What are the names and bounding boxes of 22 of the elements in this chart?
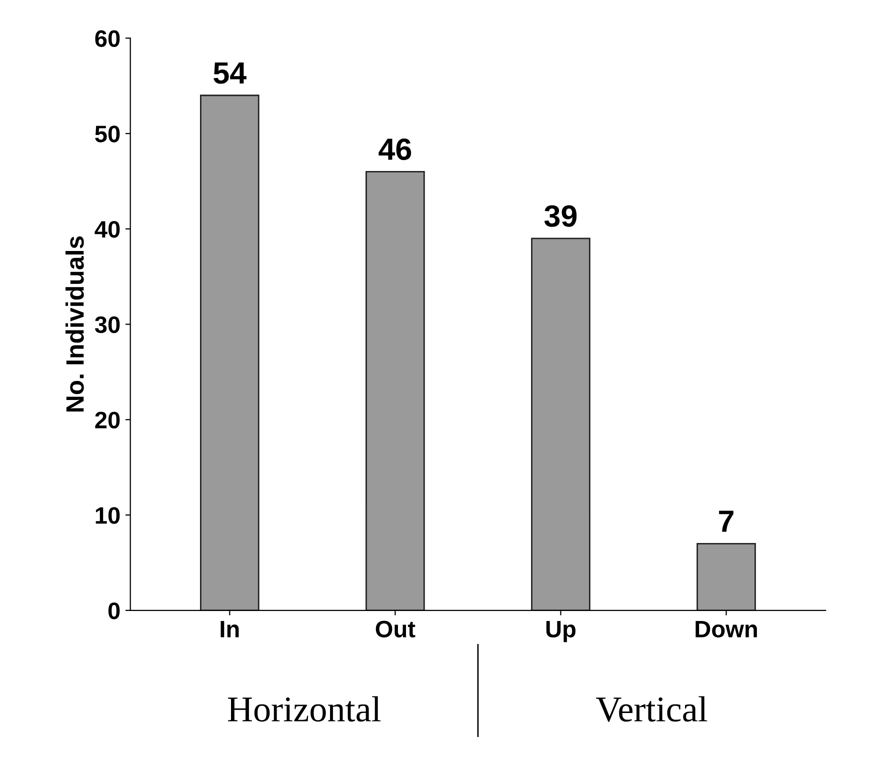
y-tick-label: 10 [96, 507, 120, 524]
y-tick-label: 20 [95, 412, 120, 428]
bar [696, 542, 756, 610]
y-tick-label: 60 [95, 30, 120, 47]
data-label: 7 [719, 510, 734, 532]
bar [531, 238, 590, 610]
text: Vertical [596, 696, 708, 722]
data-label: 39 [544, 205, 577, 227]
data-label: 54 [214, 62, 246, 84]
x-tick-label: Down [696, 620, 757, 638]
x-tick-label: Out [376, 620, 416, 638]
y-tick-label: 50 [95, 126, 120, 142]
data-label: 46 [378, 138, 412, 160]
y-tick-label: 40 [94, 220, 120, 238]
y-axis-title: No. Individuals [66, 236, 84, 412]
bar [366, 170, 425, 610]
y-tick-label: 0 [108, 602, 120, 620]
y-tick-label: 30 [94, 316, 120, 334]
x-tick-label: In [220, 620, 239, 638]
bar [200, 94, 260, 610]
x-tick-label: Up [546, 620, 576, 642]
text: Horizontal [228, 696, 381, 722]
